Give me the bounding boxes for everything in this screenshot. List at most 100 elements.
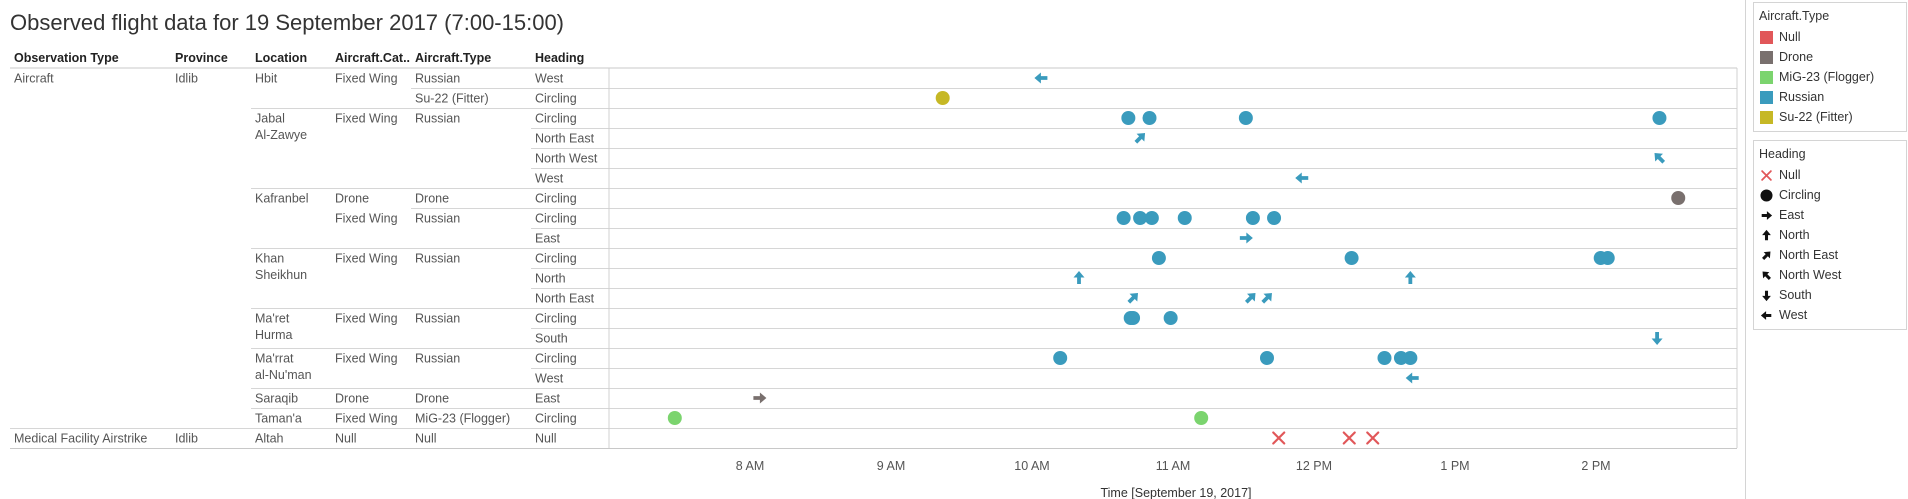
column-header[interactable]: Province <box>175 51 228 65</box>
heading-legend-item[interactable]: North <box>1754 226 1906 246</box>
aircraft-type-legend-item[interactable]: Russian <box>1754 88 1906 108</box>
mark-circling-russian[interactable] <box>1267 211 1282 225</box>
mark-circling-russian[interactable] <box>1652 111 1667 125</box>
x-tick-label: 9 AM <box>877 459 906 473</box>
mark-circling-russian[interactable] <box>1053 351 1068 365</box>
heading-legend-item[interactable]: Circling <box>1754 186 1906 206</box>
x-tick-label: 2 PM <box>1581 459 1610 473</box>
mark-north-west-russian[interactable] <box>1651 149 1668 166</box>
heading-cell: West <box>535 72 564 86</box>
heading-cell: North East <box>535 132 595 146</box>
mark-circling-russian[interactable] <box>1144 211 1159 225</box>
heading-cell: Circling <box>535 352 577 366</box>
aircraft-type-cell: MiG-23 (Flogger) <box>415 412 510 426</box>
mark-circling-russian[interactable] <box>1151 251 1166 265</box>
heading-legend[interactable]: Heading Null Circling East North North East N… <box>1753 140 1907 330</box>
location-cell: Ma'ret <box>255 312 290 326</box>
mark-null-null[interactable] <box>1342 431 1356 445</box>
legend-label: MiG-23 (Flogger) <box>1779 70 1875 84</box>
heading-legend-item[interactable]: North East <box>1754 246 1906 266</box>
location-cell: Ma'rrat <box>255 352 294 366</box>
panel-divider <box>1745 0 1746 499</box>
x-tick-label: 11 AM <box>1156 459 1191 473</box>
mark-circling-russian[interactable] <box>1403 351 1418 365</box>
mark-north-east-russian[interactable] <box>1132 129 1149 146</box>
mark-circling-russian[interactable] <box>1260 351 1274 365</box>
mark-west-russian[interactable] <box>1405 372 1419 384</box>
location-cell: al-Nu'man <box>255 368 312 382</box>
aircraft-type-cell: Drone <box>415 192 449 206</box>
arrow-west-icon <box>1760 311 1772 320</box>
mark-west-russian[interactable] <box>1295 172 1309 184</box>
province-cell: Idlib <box>175 72 198 86</box>
heading-cell: North <box>535 272 566 286</box>
color-swatch-icon <box>1760 31 1773 44</box>
arrow-south-icon <box>1762 290 1771 302</box>
heading-cell: South <box>535 332 568 346</box>
mark-west-russian[interactable] <box>1034 72 1048 84</box>
color-swatch-icon <box>1760 111 1773 124</box>
mark-circling-mig-23-flogger[interactable] <box>667 411 682 425</box>
mark-circling-russian[interactable] <box>1177 211 1192 225</box>
column-header[interactable]: Location <box>255 51 307 65</box>
mark-north-russian[interactable] <box>1073 271 1085 284</box>
mark-circling-russian[interactable] <box>1377 351 1392 365</box>
aircraft-type-cell: Su-22 (Fitter) <box>415 92 489 106</box>
mark-north-east-russian[interactable] <box>1259 289 1276 306</box>
heading-cell: North East <box>535 292 595 306</box>
aircraft-type-legend[interactable]: Aircraft.Type Null Drone MiG-23 (Flogger) R… <box>1753 2 1907 132</box>
aircraft-category-cell: Fixed Wing <box>335 112 398 126</box>
location-cell: Saraqib <box>255 392 298 406</box>
aircraft-category-cell: Drone <box>335 392 369 406</box>
mark-circling-mig-23-flogger[interactable] <box>1194 411 1209 425</box>
mark-circling-russian[interactable] <box>1238 111 1253 125</box>
column-header[interactable]: Heading <box>535 51 584 65</box>
aircraft-type-legend-item[interactable]: Drone <box>1754 48 1906 68</box>
aircraft-category-cell: Fixed Wing <box>335 352 398 366</box>
mark-south-russian[interactable] <box>1651 332 1663 345</box>
mark-circling-russian[interactable] <box>1121 111 1136 125</box>
mark-circling-russian[interactable] <box>1116 211 1131 225</box>
location-cell: Hbit <box>255 72 278 86</box>
heading-cell: Circling <box>535 252 577 266</box>
mark-circling-russian[interactable] <box>1600 251 1615 265</box>
aircraft-type-legend-item[interactable]: Null <box>1754 28 1906 48</box>
heading-cell: Circling <box>535 192 577 206</box>
mark-null-null[interactable] <box>1272 431 1286 445</box>
heading-legend-item[interactable]: West <box>1754 306 1906 326</box>
mark-null-null[interactable] <box>1366 431 1380 445</box>
column-header[interactable]: Aircraft.Cat.. <box>335 51 410 65</box>
heading-legend-item[interactable]: East <box>1754 206 1906 226</box>
mark-east-drone[interactable] <box>753 392 767 404</box>
legend-label: Drone <box>1779 50 1814 64</box>
legend-label: North West <box>1779 268 1842 282</box>
legend-label: South <box>1779 288 1812 302</box>
column-header[interactable]: Observation Type <box>14 51 119 65</box>
legend-label: Circling <box>1779 188 1821 202</box>
aircraft-type-cell: Russian <box>415 212 460 226</box>
aircraft-type-legend-item[interactable]: Su-22 (Fitter) <box>1754 108 1906 128</box>
mark-circling-russian[interactable] <box>1126 311 1141 325</box>
aircraft-type-cell: Drone <box>415 392 449 406</box>
mark-east-russian[interactable] <box>1239 232 1253 244</box>
mark-circling-russian[interactable] <box>1344 251 1359 265</box>
heading-legend-item[interactable]: South <box>1754 286 1906 306</box>
heading-legend-item[interactable]: North West <box>1754 266 1906 286</box>
heading-cell: Circling <box>535 212 577 226</box>
location-cell: Altah <box>255 432 284 446</box>
mark-circling-russian[interactable] <box>1163 311 1178 325</box>
aircraft-type-legend-item[interactable]: MiG-23 (Flogger) <box>1754 68 1906 88</box>
mark-circling-russian[interactable] <box>1245 211 1260 225</box>
mark-north-east-russian[interactable] <box>1125 289 1142 306</box>
mark-north-russian[interactable] <box>1404 271 1416 284</box>
mark-circling-russian[interactable] <box>1133 211 1148 225</box>
heading-legend-item[interactable]: Null <box>1754 166 1906 186</box>
mark-circling-su-22-fitter[interactable] <box>935 91 950 105</box>
column-header[interactable]: Aircraft.Type <box>415 51 491 65</box>
mark-circling-drone[interactable] <box>1671 191 1686 205</box>
legend-label: West <box>1779 308 1808 322</box>
observation-type-cell: Medical Facility Airstrike <box>14 432 147 446</box>
mark-north-east-russian[interactable] <box>1242 289 1259 306</box>
heading-cell: Circling <box>535 312 577 326</box>
mark-circling-russian[interactable] <box>1142 111 1157 125</box>
